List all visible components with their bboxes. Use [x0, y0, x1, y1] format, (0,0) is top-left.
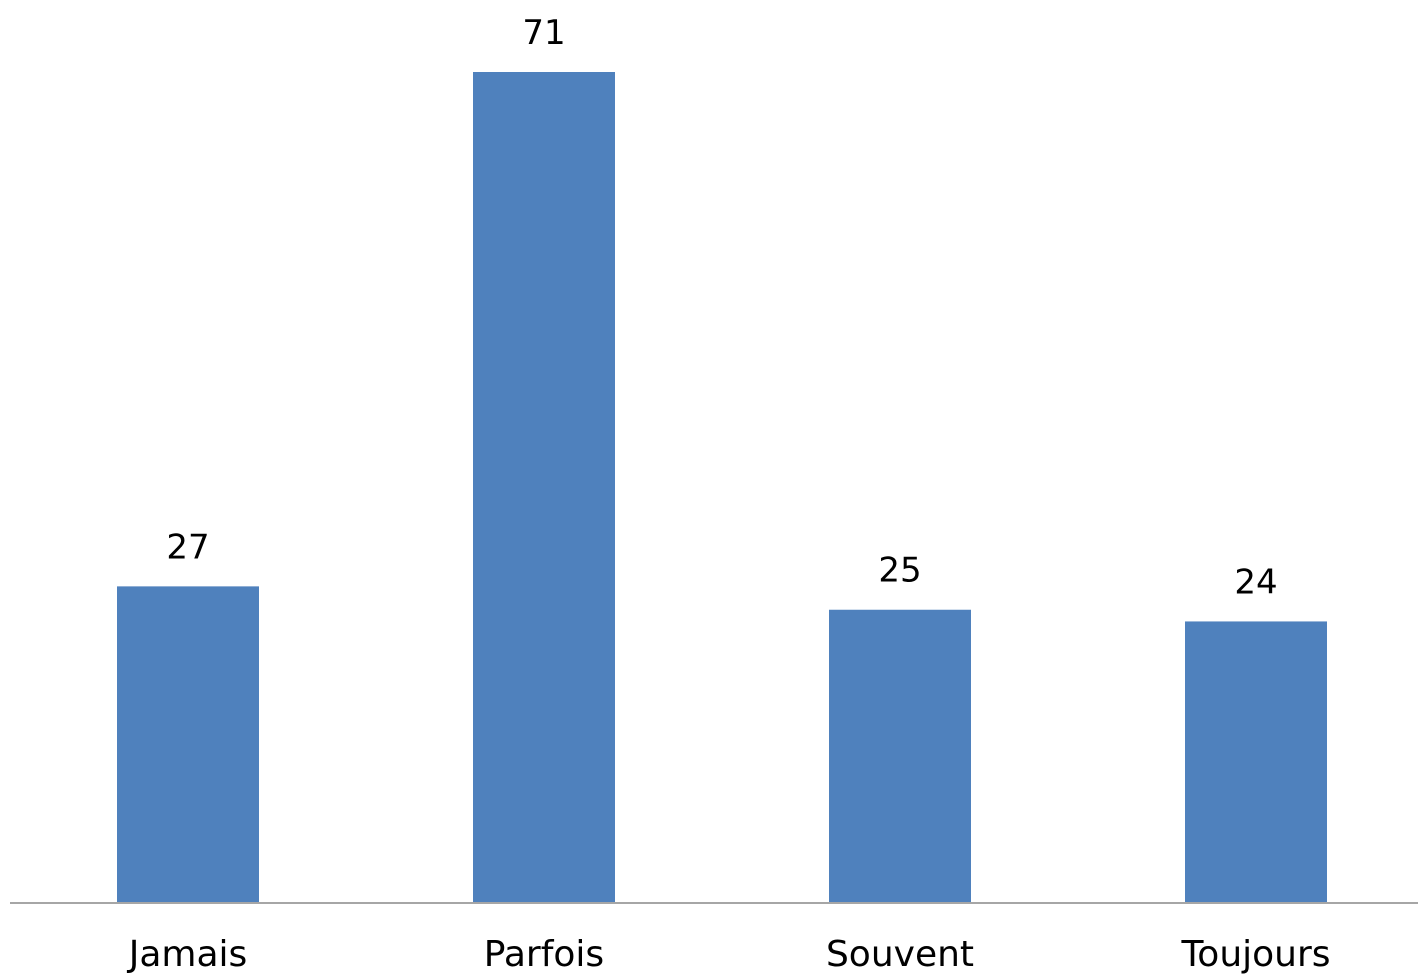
value-label-souvent: 25	[878, 551, 921, 591]
bar-jamais	[117, 586, 259, 902]
bars-group	[117, 72, 1327, 902]
bar-souvent	[829, 609, 971, 902]
bar-parfois	[473, 72, 615, 902]
value-label-toujours: 24	[1234, 562, 1277, 602]
bar-toujours	[1185, 621, 1327, 902]
value-label-parfois: 71	[522, 13, 565, 53]
category-label-toujours: Toujours	[1180, 934, 1330, 975]
value-label-jamais: 27	[166, 527, 209, 567]
value-labels-group: 27 71 25 24	[166, 13, 1277, 602]
category-label-souvent: Souvent	[826, 934, 974, 975]
category-label-jamais: Jamais	[127, 934, 248, 975]
category-labels-group: Jamais Parfois Souvent Toujours	[127, 934, 1331, 975]
category-label-parfois: Parfois	[484, 934, 604, 975]
